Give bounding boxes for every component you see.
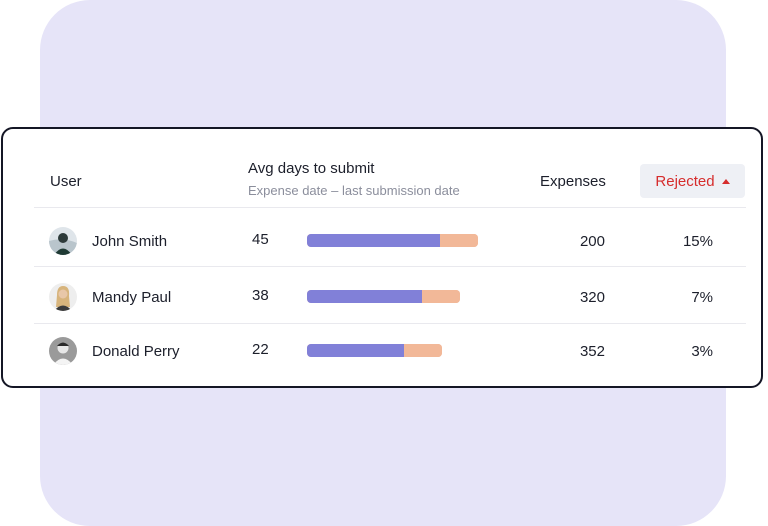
expenses-value: 200: [579, 233, 605, 250]
chevron-up-icon: [721, 178, 730, 184]
rejected-value: 3%: [691, 343, 713, 360]
user-name: Mandy Paul: [92, 289, 172, 306]
column-header-rejected: Rejected: [655, 172, 715, 190]
submit-days-bar-primary: [307, 290, 422, 303]
avg-days-value: 38: [252, 287, 269, 304]
submit-days-bar-primary: [307, 344, 405, 357]
column-header-avg-days-subtitle: Expense date – last submission date: [248, 183, 460, 198]
rejected-value: 7%: [691, 289, 713, 306]
submit-days-bar: [307, 344, 442, 357]
table-row[interactable]: Mandy Paul 38 320 7%: [3, 273, 761, 328]
submit-days-bar-primary: [307, 234, 441, 247]
column-header-user[interactable]: User: [50, 173, 82, 190]
avg-days-value: 22: [252, 341, 269, 358]
submit-days-bar-secondary: [421, 290, 460, 303]
avatar: [49, 337, 77, 365]
avatar: [49, 283, 77, 311]
submit-days-bar: [307, 290, 460, 303]
rejected-value: 15%: [682, 233, 713, 250]
table-row[interactable]: Donald Perry 22 352 3%: [3, 327, 761, 382]
user-name: Donald Perry: [92, 343, 180, 360]
avg-days-value: 45: [252, 231, 269, 248]
row-divider: [34, 323, 746, 324]
header-divider: [34, 207, 746, 208]
column-header-expenses[interactable]: Expenses: [540, 173, 606, 190]
expenses-value: 320: [579, 289, 605, 306]
row-divider: [34, 266, 746, 267]
expense-table-card: User Avg days to submit Expense date – l…: [1, 127, 763, 388]
table-row[interactable]: John Smith 45 200 15%: [3, 217, 761, 272]
avatar: [49, 227, 77, 255]
sort-rejected-button[interactable]: Rejected: [640, 164, 745, 198]
submit-days-bar-secondary: [440, 234, 478, 247]
submit-days-bar-secondary: [404, 344, 442, 357]
submit-days-bar: [307, 234, 478, 247]
expenses-value: 352: [579, 343, 605, 360]
user-name: John Smith: [92, 233, 168, 250]
column-header-avg-days[interactable]: Avg days to submit: [248, 160, 375, 177]
